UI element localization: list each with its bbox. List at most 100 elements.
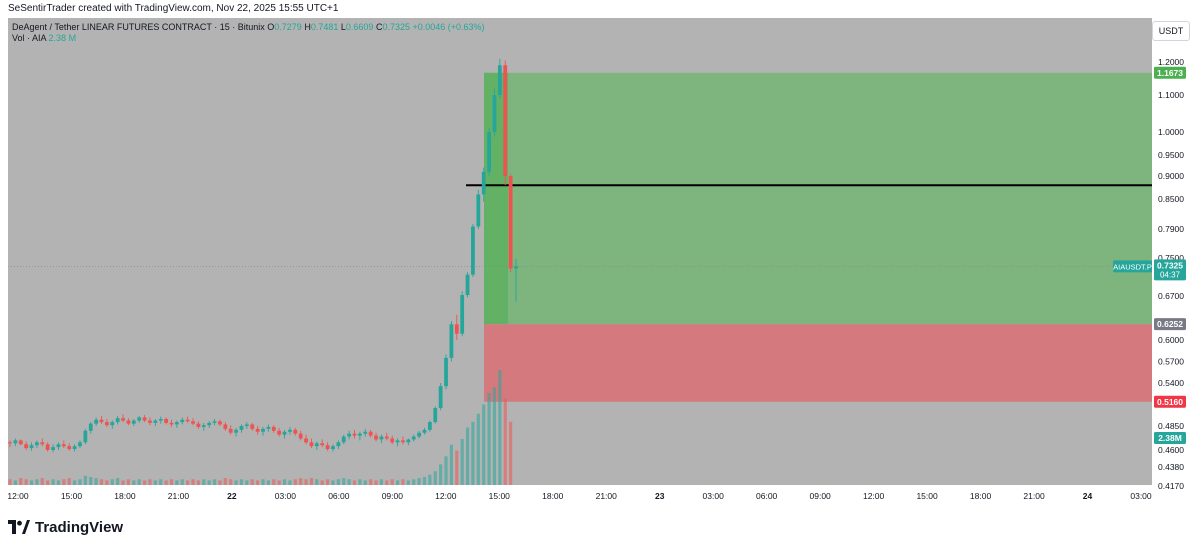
volume-bar	[444, 456, 448, 485]
time-axis-label: 15:00	[916, 491, 938, 501]
price-axis-label: 0.4170	[1158, 481, 1184, 491]
volume-bar	[406, 480, 410, 485]
volume-bar	[202, 479, 206, 485]
candle-body	[51, 447, 55, 450]
candle-body	[309, 442, 314, 447]
volume-bar	[164, 480, 168, 485]
candle-body	[331, 446, 335, 450]
candle-body	[201, 425, 206, 427]
volume-bar	[358, 479, 362, 485]
volume-bar	[352, 480, 357, 485]
volume-bar	[110, 479, 114, 485]
volume-bar	[272, 479, 276, 485]
time-axis-label: 18:00	[114, 491, 136, 501]
candle-body	[487, 132, 491, 172]
time-axis-label: 12:00	[863, 491, 885, 501]
candle-body	[460, 295, 465, 334]
volume-bar	[439, 464, 443, 485]
volume-bar	[482, 404, 486, 485]
volume-bar	[449, 444, 454, 485]
volume-bar	[417, 478, 421, 485]
volume-bar	[509, 421, 513, 485]
candle-body	[158, 418, 163, 421]
time-axis-label: 03:00	[275, 491, 297, 501]
candle-body	[454, 324, 459, 334]
candle-body	[314, 443, 319, 447]
volume-bar	[487, 393, 491, 485]
volume-bar	[239, 479, 244, 485]
volume-bar	[191, 479, 195, 485]
candle-body	[250, 424, 255, 429]
volume-bar	[412, 479, 416, 485]
entry-price-badge-bg	[1154, 318, 1186, 331]
candle-body	[174, 422, 179, 425]
currency-button[interactable]: USDT	[1152, 21, 1190, 41]
target-price-badge: 1.1673	[1157, 68, 1183, 78]
candle-body	[503, 65, 508, 176]
candle-body	[121, 418, 125, 421]
volume-bar	[8, 479, 12, 485]
candle-body	[137, 417, 142, 421]
tradingview-logo-text: TradingView	[35, 518, 124, 536]
time-axis-label: 18:00	[970, 491, 992, 501]
volume-bar	[72, 480, 77, 485]
volume-bar	[492, 387, 497, 485]
price-axis-label: 0.4380	[1158, 462, 1184, 472]
volume-badge-bg	[1154, 432, 1186, 444]
candle-body	[492, 95, 497, 132]
candle-body	[29, 445, 34, 449]
price-axis-label: 0.7900	[1158, 224, 1184, 234]
price-axis-label: 1.1000	[1158, 90, 1184, 100]
volume-bar	[266, 480, 270, 485]
candle-body	[61, 444, 66, 447]
volume-bar	[331, 480, 335, 485]
candle-body	[24, 444, 29, 449]
candle-body	[390, 438, 395, 443]
high-value: 0.7481	[310, 22, 339, 32]
entry-price-badge: 0.6252	[1157, 319, 1183, 329]
candle-body	[374, 435, 378, 440]
countdown-timer: 04:37	[1160, 270, 1181, 279]
low-value: 0.6609	[345, 22, 374, 32]
candle-body	[417, 432, 422, 437]
candle-body	[325, 445, 330, 450]
volume-bar	[390, 479, 394, 485]
volume-bar	[347, 479, 351, 485]
volume-bar	[229, 479, 233, 485]
volume-bar	[105, 480, 109, 485]
candle-body	[282, 431, 287, 435]
price-axis-label: 1.2000	[1158, 57, 1184, 67]
volume-bar	[35, 479, 39, 485]
candle-body	[293, 429, 298, 434]
high-label: H	[304, 22, 311, 32]
tradingview-logo-icon	[8, 520, 30, 534]
volume-bar	[374, 480, 378, 485]
time-axis[interactable]	[8, 485, 1194, 505]
volume-bar	[379, 479, 384, 485]
volume-bar	[309, 478, 314, 485]
candle-body	[320, 443, 325, 446]
volume-bar	[261, 479, 265, 485]
volume-bar	[395, 480, 400, 485]
volume-bar	[186, 480, 190, 485]
price-axis-label: 0.6700	[1158, 291, 1184, 301]
symbol-title[interactable]: DeAgent / Tether LINEAR FUTURES CONTRACT…	[12, 22, 265, 32]
volume-bar	[325, 479, 330, 485]
volume-bar	[19, 478, 23, 485]
volume-bar	[503, 398, 507, 485]
volume-bar	[116, 478, 120, 485]
candle-body	[277, 430, 282, 435]
volume-bar	[336, 479, 340, 485]
time-axis-label: 22	[227, 491, 237, 501]
change-value: +0.0046 (+0.63%)	[412, 22, 485, 32]
tradingview-logo[interactable]: TradingView	[8, 517, 123, 537]
volume-bar	[460, 439, 464, 485]
time-axis-label: 09:00	[382, 491, 404, 501]
candle-body	[115, 418, 120, 423]
candle-body	[13, 440, 18, 444]
candle-body	[444, 357, 448, 387]
candle-body	[336, 442, 341, 447]
candle-body	[153, 420, 158, 423]
volume-indicator-label[interactable]: Vol · AIA	[12, 33, 47, 43]
